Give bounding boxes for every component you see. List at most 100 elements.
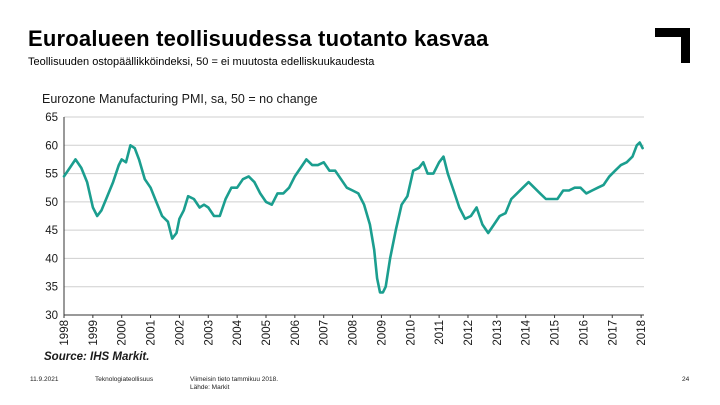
slide-subtitle: Teollisuuden ostopäällikköindeksi, 50 = … — [28, 56, 375, 68]
data-point — [568, 189, 570, 192]
data-point — [270, 203, 273, 206]
data-point — [631, 155, 634, 158]
x-tick-label: 2003 — [203, 320, 215, 346]
data-point — [161, 215, 164, 217]
data-point — [213, 215, 215, 217]
chart-source: Source: IHS Markit. — [44, 351, 149, 363]
data-point — [198, 206, 201, 209]
y-tick-label: 40 — [45, 253, 58, 265]
data-point — [422, 161, 425, 164]
data-point — [521, 186, 524, 189]
x-tick-label: 2013 — [492, 320, 504, 346]
data-point — [203, 203, 205, 206]
data-point — [305, 158, 308, 161]
x-tick-label: 2008 — [348, 320, 360, 346]
data-point — [608, 175, 611, 178]
pmi-line-chart: Eurozone Manufacturing PMI, sa, 50 = no … — [42, 92, 648, 363]
x-tick-label: 2001 — [146, 320, 158, 346]
data-point — [602, 184, 605, 186]
data-point — [117, 164, 120, 167]
data-point — [63, 175, 65, 178]
footer-note: Viimeisin tieto tammikuu 2018. Lähde: Ma… — [190, 376, 278, 392]
data-point — [556, 198, 559, 200]
footer-date: 11.9.2021 — [30, 376, 59, 383]
data-point — [340, 178, 342, 181]
x-tick-label: 2016 — [578, 320, 590, 346]
brand-logo-icon — [655, 28, 690, 63]
data-point — [171, 237, 174, 240]
x-tick-label: 2012 — [463, 320, 475, 346]
y-tick-label: 45 — [45, 225, 58, 237]
data-point — [259, 192, 262, 195]
x-tick-label: 1998 — [59, 320, 71, 346]
data-point — [591, 189, 593, 192]
data-point — [562, 189, 565, 192]
y-tick-label: 30 — [45, 310, 58, 322]
data-point — [106, 195, 109, 198]
data-point — [620, 164, 622, 167]
data-point — [510, 198, 513, 200]
data-point — [282, 192, 285, 195]
data-point — [412, 169, 415, 172]
data-point — [539, 192, 541, 195]
x-tick-label: 2006 — [290, 320, 302, 346]
data-point — [527, 181, 530, 184]
data-point — [573, 186, 576, 189]
data-point — [242, 178, 244, 181]
footer-organization: Teknologiateollisuus — [95, 376, 154, 383]
data-point — [328, 169, 331, 172]
data-point — [464, 217, 466, 220]
data-point — [351, 189, 354, 192]
data-point — [394, 229, 397, 232]
data-point — [418, 167, 420, 169]
chart-title: Eurozone Manufacturing PMI, sa, 50 = no … — [42, 92, 318, 106]
footer-note-line2: Lähde: Markit — [190, 384, 230, 391]
data-point — [112, 181, 114, 184]
data-point — [638, 141, 641, 144]
data-point — [458, 206, 461, 209]
data-point — [230, 186, 233, 189]
data-point — [182, 209, 185, 212]
x-tick-label: 2018 — [636, 320, 648, 346]
data-point — [438, 161, 440, 164]
slide-title: Euroalueen teollisuudessa tuotanto kasva… — [28, 26, 489, 51]
data-point — [224, 198, 227, 200]
data-point — [322, 161, 325, 164]
data-point — [100, 209, 103, 212]
data-point — [218, 215, 221, 217]
x-tick-label: 2005 — [261, 320, 273, 346]
data-point — [193, 198, 195, 200]
x-tick-label: 2000 — [117, 320, 129, 346]
data-point — [550, 198, 553, 200]
data-point — [317, 164, 319, 167]
data-point — [432, 172, 435, 175]
data-point — [426, 172, 429, 175]
x-tick-label: 2007 — [319, 320, 331, 346]
x-tick-label: 2015 — [550, 320, 562, 346]
data-point — [625, 161, 628, 164]
data-point — [400, 203, 403, 206]
data-point — [247, 175, 250, 178]
data-point — [379, 291, 381, 294]
x-tick-label: 2017 — [607, 320, 619, 346]
data-point — [207, 206, 210, 209]
data-point — [311, 164, 314, 167]
data-point — [187, 195, 190, 198]
data-point — [406, 195, 409, 198]
data-point — [299, 167, 302, 169]
data-point — [288, 186, 290, 189]
data-point — [442, 155, 445, 158]
data-point — [389, 257, 391, 260]
data-point — [614, 169, 616, 172]
data-point — [493, 223, 495, 226]
data-point — [175, 232, 178, 234]
data-point — [178, 217, 181, 220]
x-tick-label: 2014 — [521, 319, 533, 345]
data-point — [265, 201, 267, 203]
data-point — [487, 232, 490, 234]
footer-note-line1: Viimeisin tieto tammikuu 2018. — [190, 376, 279, 383]
data-point — [516, 192, 518, 195]
data-point — [293, 175, 296, 178]
data-point — [149, 186, 152, 189]
data-point — [129, 144, 132, 147]
